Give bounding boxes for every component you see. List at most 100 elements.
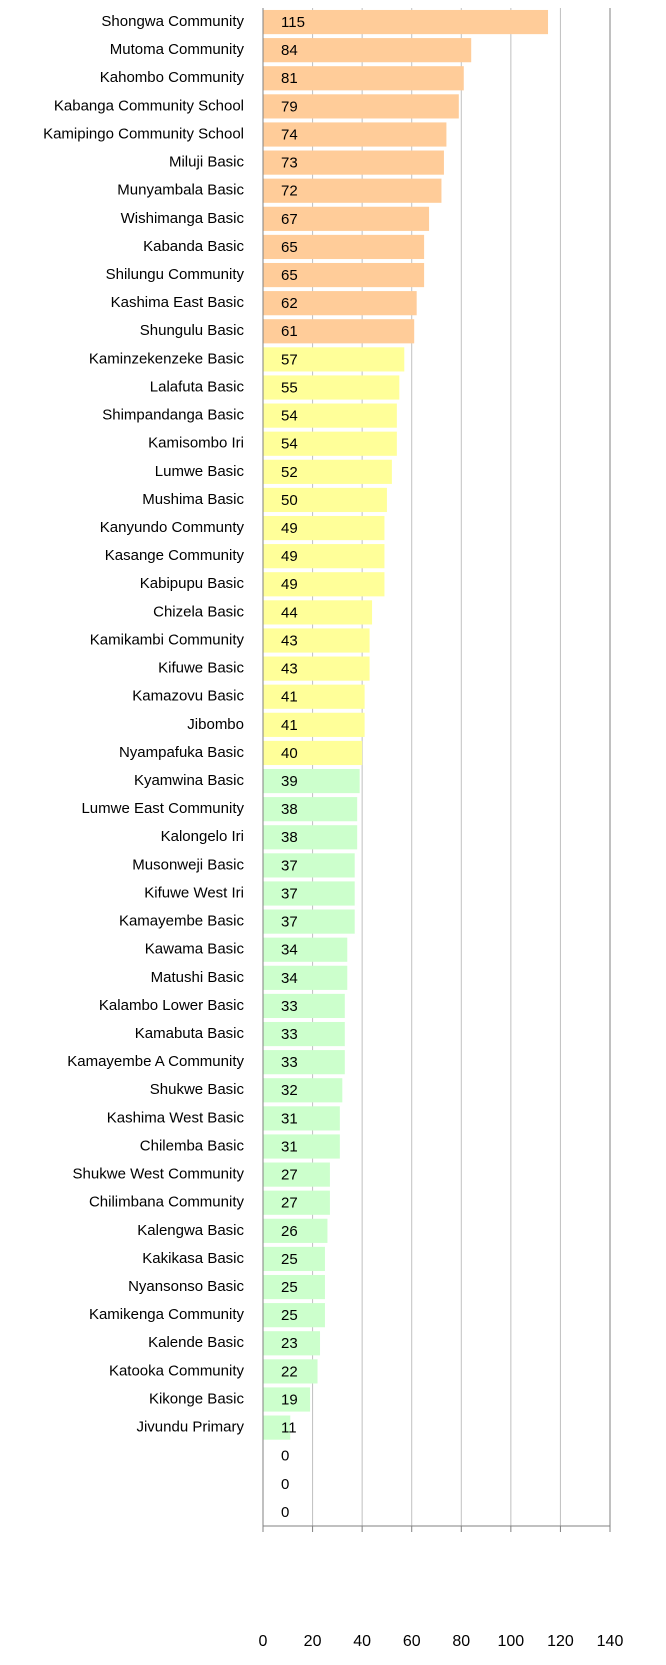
y-tick-label: Shungulu Basic <box>140 322 245 339</box>
value-label: 52 <box>281 464 298 481</box>
bar <box>263 881 355 906</box>
bar <box>263 712 365 737</box>
value-label: 115 <box>281 14 305 31</box>
x-tick-label: 140 <box>597 1633 624 1650</box>
bar <box>263 1218 328 1243</box>
value-label: 49 <box>281 520 298 537</box>
bar <box>263 9 549 35</box>
y-tick-label: Kalende Basic <box>148 1334 244 1351</box>
x-tick-label: 80 <box>452 1633 470 1650</box>
value-label: 44 <box>281 604 298 621</box>
bar <box>263 347 405 372</box>
bar <box>263 1359 318 1384</box>
y-tick-label: Kawama Basic <box>145 941 245 958</box>
y-tick-label: Nyansonso Basic <box>128 1278 244 1295</box>
y-tick-label: Kabanda Basic <box>143 238 244 255</box>
bar <box>263 178 442 203</box>
value-label: 26 <box>281 1223 298 1240</box>
y-tick-label: Kalengwa Basic <box>137 1222 244 1239</box>
value-label: 0 <box>281 1448 289 1465</box>
y-tick-label: Kyamwina Basic <box>134 772 245 789</box>
bar <box>263 1415 291 1440</box>
value-label: 25 <box>281 1279 298 1296</box>
value-label: 22 <box>281 1363 298 1380</box>
value-label: 43 <box>281 632 298 649</box>
bar <box>263 150 444 175</box>
y-tick-label: Wishimanga Basic <box>121 210 245 227</box>
value-label: 62 <box>281 295 298 312</box>
y-tick-label: Matushi Basic <box>151 969 245 986</box>
y-tick-label: Kabipupu Basic <box>140 575 245 592</box>
value-label: 23 <box>281 1335 298 1352</box>
y-tick-label: Kakikasa Basic <box>142 1250 244 1267</box>
value-label: 65 <box>281 239 298 256</box>
y-tick-label: Kashima East Basic <box>111 294 245 311</box>
y-tick-label: Katooka Community <box>109 1362 245 1379</box>
bar <box>263 375 400 400</box>
y-tick-label: Kabanga Community School <box>54 97 244 114</box>
y-tick-label: Shukwe West Community <box>73 1166 245 1183</box>
bar <box>263 740 363 766</box>
bar <box>263 66 464 91</box>
value-label: 25 <box>281 1251 298 1268</box>
y-tick-label: Mutoma Community <box>110 41 245 58</box>
y-tick-label: Miluji Basic <box>169 154 245 171</box>
y-tick-label: Shongwa Community <box>101 13 244 30</box>
x-tick-label: 100 <box>498 1633 525 1650</box>
value-label: 61 <box>281 323 298 340</box>
value-label: 19 <box>281 1391 298 1408</box>
bar <box>263 656 370 681</box>
value-label: 37 <box>281 885 298 902</box>
bar <box>263 319 415 344</box>
bar <box>263 1274 325 1300</box>
x-tick-label: 60 <box>403 1633 421 1650</box>
bar <box>263 1246 325 1272</box>
bar <box>263 1134 340 1159</box>
y-tick-label: Shilungu Community <box>106 266 245 283</box>
bar <box>263 262 425 288</box>
value-label: 32 <box>281 1082 298 1099</box>
bar <box>263 1331 321 1356</box>
value-label: 79 <box>281 98 298 115</box>
value-label: 72 <box>281 183 298 200</box>
value-label: 38 <box>281 801 298 818</box>
y-tick-label: Kanyundo Communty <box>100 519 245 536</box>
bar <box>263 1050 345 1075</box>
value-label: 38 <box>281 829 298 846</box>
y-tick-label: Kahombo Community <box>100 69 245 86</box>
bar <box>263 1162 330 1187</box>
value-label: 49 <box>281 576 298 593</box>
bar <box>263 234 425 260</box>
value-label: 84 <box>281 42 298 59</box>
value-label: 33 <box>281 1054 298 1071</box>
bar <box>263 459 392 484</box>
value-label: 55 <box>281 379 298 396</box>
value-label: 37 <box>281 914 298 931</box>
x-tick-label: 120 <box>547 1633 574 1650</box>
value-label: 25 <box>281 1307 298 1324</box>
bar <box>263 1078 343 1103</box>
y-tick-label: Nyampafuka Basic <box>119 744 245 761</box>
value-label: 11 <box>281 1420 297 1437</box>
value-label: 27 <box>281 1195 298 1212</box>
bar <box>263 1303 325 1328</box>
y-tick-label: Kashima West Basic <box>107 1109 245 1126</box>
bar <box>263 797 358 822</box>
value-label: 27 <box>281 1167 298 1184</box>
bar <box>263 515 385 541</box>
bar <box>263 291 417 316</box>
bar <box>263 1021 345 1047</box>
bar <box>263 628 370 653</box>
bar <box>263 206 430 231</box>
value-label: 74 <box>281 126 298 143</box>
value-label: 41 <box>281 689 298 706</box>
bar <box>263 431 397 456</box>
x-tick-label: 0 <box>259 1633 268 1650</box>
y-tick-label: Shimpandanga Basic <box>102 407 244 424</box>
value-label: 31 <box>281 1138 298 1155</box>
x-tick-label: 40 <box>353 1633 371 1650</box>
y-tick-label: Kamikenga Community <box>89 1306 245 1323</box>
bar <box>263 403 397 428</box>
bar <box>263 853 355 878</box>
